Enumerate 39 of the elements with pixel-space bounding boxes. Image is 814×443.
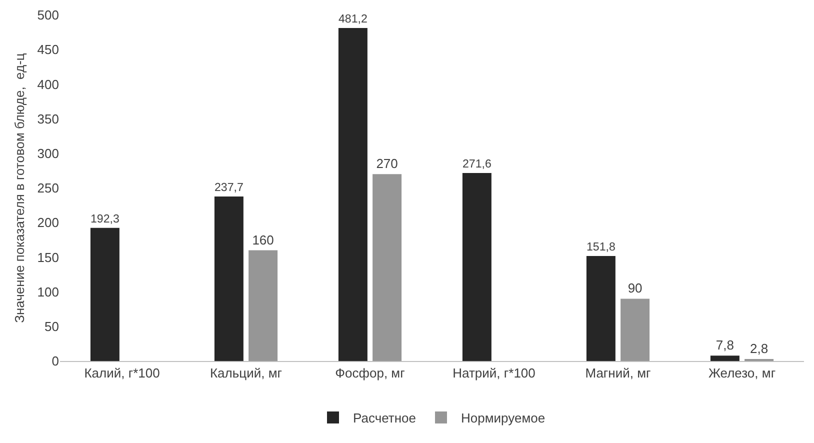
bar	[214, 196, 244, 361]
y-tick-label: 100	[37, 284, 59, 300]
x-tick-label: Натрий, г*100	[452, 366, 536, 381]
bar	[710, 356, 740, 361]
y-tick-label: 350	[37, 111, 59, 126]
bar	[620, 298, 650, 361]
legend-label: Расчетное	[353, 410, 416, 426]
data-label: 271,6	[462, 158, 492, 170]
y-tick-label: 0	[52, 354, 59, 369]
data-label: 7,8	[716, 338, 734, 353]
bar	[586, 256, 616, 361]
bar	[462, 173, 492, 361]
x-tick-label: Железо, мг	[708, 366, 776, 381]
bar	[90, 228, 120, 361]
x-tick-label: Калий, г*100	[84, 366, 160, 381]
y-tick-label: 150	[37, 250, 59, 265]
data-label: 192,3	[90, 213, 120, 226]
data-label: 90	[628, 280, 642, 296]
y-axis-title: Значение показателя в готовом блюде, ед-ц	[12, 52, 27, 323]
x-tick-label: Кальций, мг	[210, 366, 282, 381]
data-label: 270	[376, 156, 398, 172]
data-label: 151,8	[586, 241, 616, 254]
data-label: 237,7	[214, 182, 244, 194]
bar	[248, 250, 278, 361]
bar	[372, 174, 402, 361]
bar	[338, 28, 368, 361]
x-tick-label: Фосфор, мг	[335, 366, 406, 381]
data-label: 2,8	[750, 341, 768, 356]
x-tick-label: Магний, мг	[585, 366, 652, 381]
y-tick-label: 250	[37, 180, 59, 196]
y-tick-label: 400	[37, 76, 59, 92]
y-tick-label: 500	[37, 8, 59, 23]
data-label: 481,2	[338, 13, 368, 26]
y-tick-label: 300	[37, 146, 59, 161]
y-tick-label: 450	[37, 42, 59, 58]
data-label: 160	[252, 232, 274, 248]
y-tick-label: 50	[44, 318, 59, 334]
legend-label: Нормируемое	[461, 410, 546, 426]
y-tick-label: 200	[37, 215, 59, 230]
